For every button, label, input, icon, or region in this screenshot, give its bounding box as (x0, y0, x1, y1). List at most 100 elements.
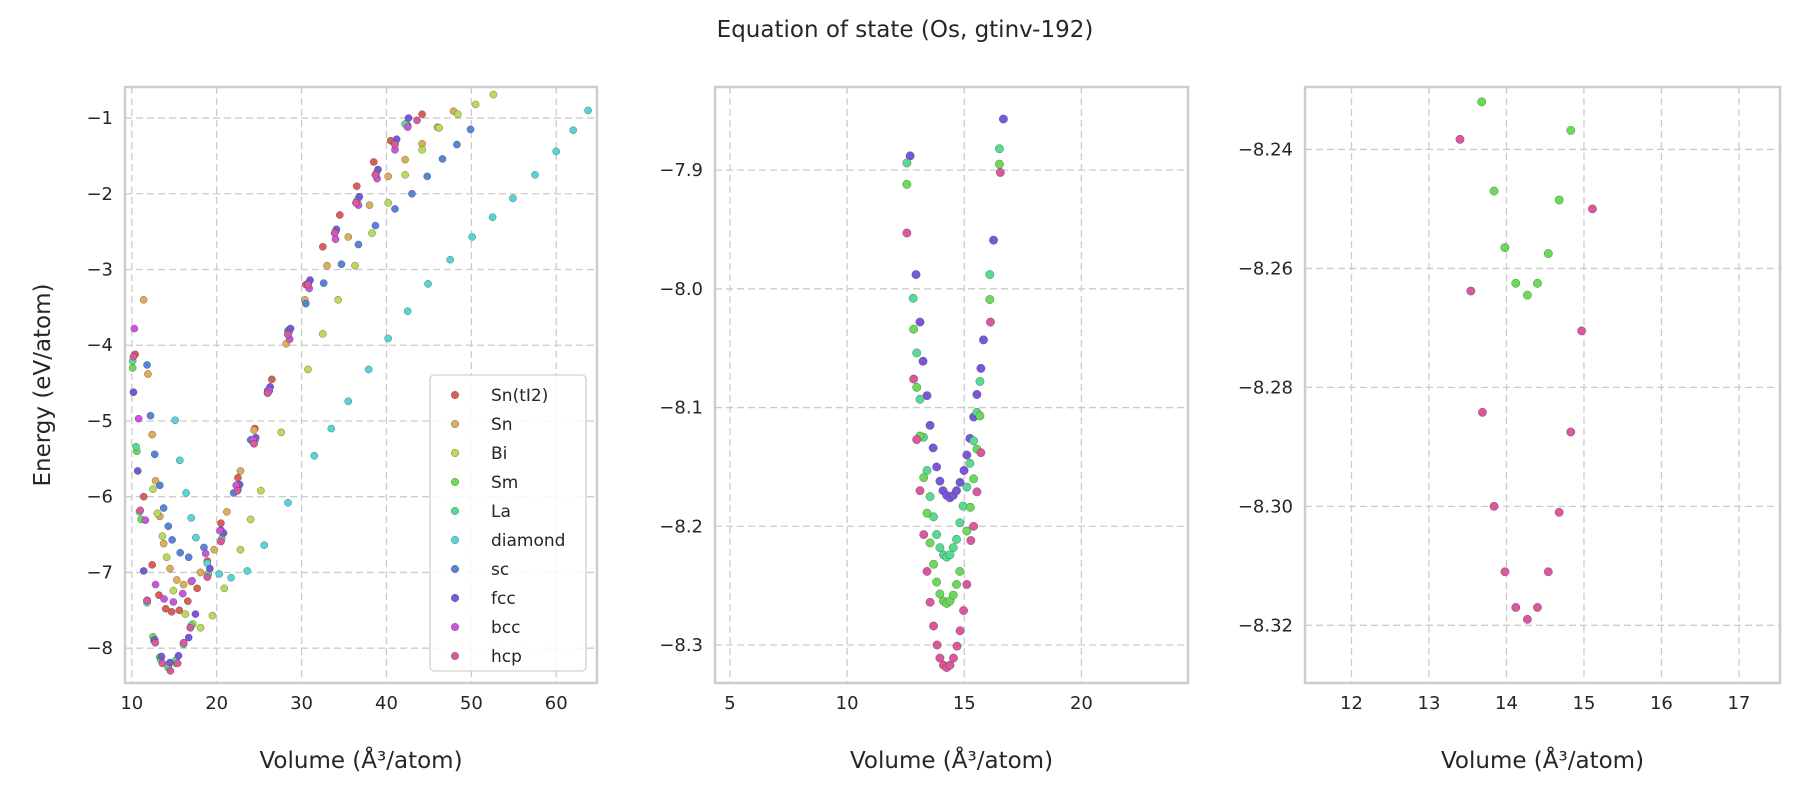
legend-item: Sn(tI2) (450, 386, 548, 406)
data-point (150, 450, 159, 459)
data-point (128, 364, 137, 372)
legend-label: bcc (491, 618, 520, 638)
data-point (337, 260, 346, 269)
data-point (929, 559, 939, 569)
data-point (206, 564, 214, 573)
panel-1: 10 20 30 40 50 60 −1 −2 −3 −4 −5 −6 −7 −8 Volume (Å³/a… (30, 85, 599, 774)
data-point (304, 365, 312, 374)
data-point (143, 596, 151, 605)
data-point (466, 125, 475, 134)
data-point (955, 518, 965, 528)
data-point (236, 467, 245, 475)
data-point (233, 486, 242, 495)
data-point (310, 451, 319, 460)
data-point (925, 420, 935, 430)
data-point (1522, 614, 1532, 624)
data-point (908, 293, 918, 303)
data-point (995, 168, 1005, 177)
y-tick-label: −8 (86, 638, 113, 659)
data-point (129, 352, 138, 361)
data-point (1554, 195, 1564, 205)
data-point (181, 610, 190, 618)
data-point (164, 522, 173, 531)
data-point (327, 424, 336, 433)
data-point (1511, 603, 1521, 612)
data-point (318, 242, 327, 251)
legend-label: Sn (491, 415, 513, 435)
data-point (203, 573, 212, 581)
legend: Sn(tI2) Sn Bi Sm La diamond sc fcc bcc hcp (429, 374, 587, 672)
data-point (151, 580, 160, 589)
data-point (962, 526, 972, 536)
figure-title: Equation of state (Os, gtinv-192) (717, 17, 1094, 43)
data-point (413, 116, 421, 125)
data-point (284, 498, 292, 507)
y-tick-label: −6 (86, 487, 113, 508)
data-point (435, 124, 443, 132)
x-tick-label: 14 (1495, 693, 1518, 714)
data-point (1489, 501, 1499, 511)
series-sm (902, 159, 1004, 608)
data-point (468, 233, 477, 241)
series-hcp (1455, 134, 1597, 624)
legend-label: Sn(tI2) (491, 386, 548, 406)
legend-marker (450, 506, 460, 516)
data-point (1554, 507, 1564, 517)
data-point (453, 140, 461, 149)
data-point (969, 436, 979, 446)
data-point (236, 545, 245, 554)
axes-frame (713, 85, 1190, 685)
data-point (149, 485, 157, 493)
legend-label: hcp (491, 647, 522, 667)
data-point (133, 467, 142, 475)
data-point (998, 114, 1008, 124)
data-point (912, 382, 922, 392)
data-point (334, 295, 342, 304)
data-point (928, 443, 938, 453)
data-point (166, 564, 174, 573)
data-point (962, 580, 972, 589)
legend-label: diamond (491, 531, 565, 551)
legend-item: bcc (450, 618, 520, 638)
x-tick-label: 17 (1727, 693, 1750, 714)
data-point (210, 545, 218, 554)
legend-item: Sm (450, 473, 518, 493)
data-point (408, 189, 416, 198)
x-tick-label: 12 (1340, 693, 1363, 714)
x-tick-label: 20 (1070, 693, 1093, 714)
data-point (423, 172, 432, 181)
data-point (344, 397, 353, 406)
y-tick-label: −8.30 (1238, 496, 1293, 517)
y-tick-label: −8.26 (1238, 258, 1293, 279)
data-point (909, 324, 919, 334)
data-point (391, 140, 399, 149)
data-point (182, 489, 190, 497)
data-point (1522, 290, 1532, 300)
data-point (155, 481, 164, 490)
data-point (304, 280, 312, 289)
x-tick-label: 10 (120, 693, 143, 714)
data-point (144, 370, 152, 378)
data-point (141, 516, 150, 525)
data-point (925, 538, 935, 548)
data-points (128, 90, 592, 675)
data-point (902, 158, 912, 168)
data-point (915, 317, 925, 327)
data-point (915, 394, 925, 404)
y-tick-label: −8.3 (659, 635, 703, 656)
data-point (148, 561, 157, 569)
x-tick-label: 5 (724, 693, 735, 714)
axes-frame (1303, 85, 1782, 685)
data-point (143, 361, 151, 369)
data-point (160, 595, 168, 603)
data-point (584, 106, 592, 115)
legend-marker (450, 419, 460, 429)
y-tick-label: −2 (86, 184, 113, 205)
data-points (902, 114, 1008, 673)
data-point (268, 375, 276, 384)
data-point (935, 476, 945, 486)
data-point (975, 376, 985, 386)
data-point (935, 543, 945, 553)
series-sm (1477, 97, 1576, 300)
data-point (284, 330, 292, 339)
